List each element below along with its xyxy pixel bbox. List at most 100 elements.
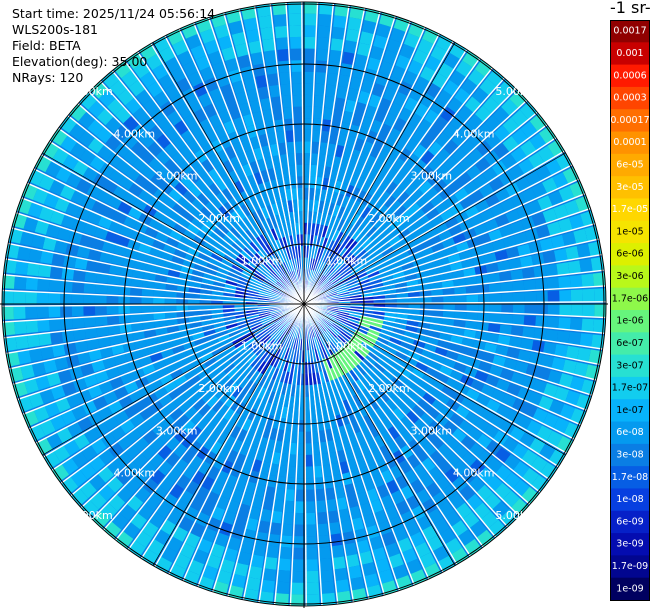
range-gate xyxy=(406,168,420,183)
range-gate xyxy=(180,265,194,274)
colorbar-label: 6e-09 xyxy=(616,516,643,527)
range-gate xyxy=(128,389,144,403)
range-gate xyxy=(311,431,319,444)
range-gate xyxy=(350,213,361,226)
range-gate xyxy=(173,458,188,474)
range-gate xyxy=(546,316,560,329)
range-gate xyxy=(133,339,147,350)
range-gate xyxy=(123,215,138,229)
range-gate xyxy=(20,364,35,380)
range-gate xyxy=(27,333,41,348)
ray-separator xyxy=(303,238,600,305)
range-gate xyxy=(458,485,475,502)
range-gate xyxy=(223,363,235,374)
range-gate xyxy=(115,468,132,485)
range-gate xyxy=(118,394,133,409)
range-gate xyxy=(366,267,378,276)
range-gate xyxy=(420,221,435,234)
colorbar-swatch xyxy=(610,20,650,43)
range-gate xyxy=(356,491,369,506)
range-gate xyxy=(542,208,558,224)
range-gate xyxy=(195,178,209,192)
ray-separator xyxy=(303,303,339,605)
range-gate xyxy=(88,349,102,362)
range-gate xyxy=(532,379,547,394)
range-gate xyxy=(368,398,380,411)
range-gate xyxy=(271,380,279,393)
range-gate xyxy=(189,411,203,425)
range-gate xyxy=(402,122,417,138)
range-gate xyxy=(216,149,230,164)
range-gate xyxy=(320,213,328,226)
range-gate xyxy=(325,84,337,98)
range-gate xyxy=(157,117,173,133)
ray-separator xyxy=(154,303,305,567)
range-gate xyxy=(168,188,183,202)
range-gate xyxy=(285,383,292,396)
range-gate xyxy=(168,483,184,499)
ray-separator xyxy=(303,303,458,565)
range-gate xyxy=(279,370,286,383)
range-gate xyxy=(373,173,386,187)
range-gate xyxy=(214,370,227,382)
range-gate xyxy=(198,347,211,357)
range-gate xyxy=(226,275,239,283)
range-gate xyxy=(293,536,304,548)
ray-separator xyxy=(99,80,305,305)
range-gate xyxy=(196,133,210,149)
range-gate xyxy=(404,97,419,113)
range-gate xyxy=(193,362,207,374)
range-gate xyxy=(380,416,393,430)
ray-separator xyxy=(3,303,305,339)
range-gate xyxy=(37,278,50,291)
range-gate xyxy=(280,382,288,395)
ray-separator xyxy=(127,303,305,551)
range-gate xyxy=(281,523,293,536)
range-gate xyxy=(338,233,348,246)
range-gate xyxy=(371,448,384,463)
range-gate xyxy=(266,324,277,334)
range-gate xyxy=(304,129,312,142)
ray-separator xyxy=(303,303,600,366)
range-gate xyxy=(358,345,370,355)
range-gate xyxy=(361,238,373,250)
range-gate xyxy=(384,346,398,356)
range-gate xyxy=(319,441,328,455)
range-gate xyxy=(94,294,107,304)
range-gate xyxy=(236,428,248,442)
range-gate xyxy=(522,267,535,280)
range-gate xyxy=(203,272,216,280)
range-gate xyxy=(258,133,269,147)
range-gate xyxy=(281,441,290,455)
range-gate xyxy=(381,226,394,238)
range-gate xyxy=(304,25,317,38)
range-gate xyxy=(362,20,378,35)
range-gate xyxy=(189,184,203,198)
range-gate xyxy=(206,465,220,480)
range-gate xyxy=(345,99,357,113)
colorbar-swatch xyxy=(610,376,650,400)
range-gate xyxy=(249,280,262,288)
range-gate xyxy=(372,314,385,321)
range-gate xyxy=(372,344,385,354)
range-gate xyxy=(316,235,322,248)
range-gate xyxy=(282,512,294,525)
range-gate xyxy=(568,331,582,346)
range-gate xyxy=(294,512,304,525)
range-gate xyxy=(536,225,551,240)
range-gate xyxy=(483,342,498,354)
range-gate xyxy=(312,442,320,455)
range-gate xyxy=(185,480,200,496)
range-gate xyxy=(449,413,464,428)
range-gate xyxy=(393,16,411,33)
range-gate xyxy=(39,388,55,404)
ray-separator xyxy=(41,154,305,305)
range-gate xyxy=(233,514,247,529)
range-gate xyxy=(224,319,237,325)
range-gate xyxy=(442,171,457,186)
range-gate xyxy=(384,294,397,300)
range-gate xyxy=(359,502,373,517)
range-gate xyxy=(33,405,50,423)
range-gate xyxy=(421,373,435,386)
range-gate xyxy=(206,337,220,347)
